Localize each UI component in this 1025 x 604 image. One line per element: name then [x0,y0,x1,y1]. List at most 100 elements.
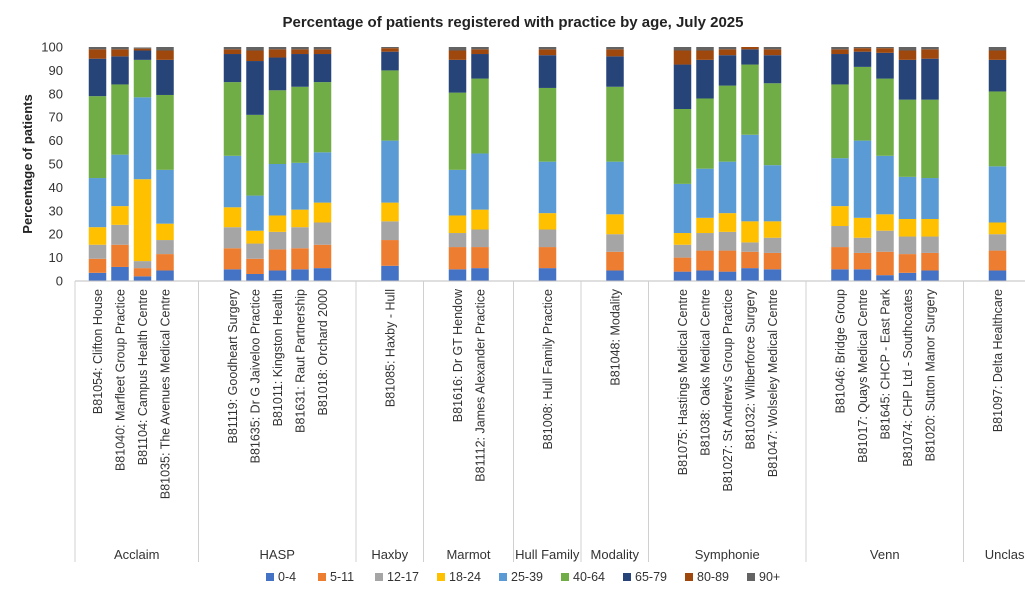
group-label: Marmot [446,547,490,562]
bar-segment [898,59,917,100]
bar-segment [448,215,467,234]
bar-segment [741,64,759,135]
category-label: B81017: Quays Medical Centre [856,289,870,463]
bar-segment [696,47,714,51]
bar-segment [246,258,264,274]
bar-segment [718,250,737,272]
bar-segment [876,214,894,231]
group-label: Hull Family [515,547,580,562]
y-tick-label: 90 [49,63,63,78]
bar-segment [448,50,467,60]
bar-segment [741,49,759,65]
bar-segment [853,51,872,67]
bar-segment [133,59,152,98]
legend-item: 5-11 [318,570,354,584]
bars [88,47,1007,281]
legend-swatch [747,573,755,581]
bar-segment [291,47,309,50]
bar-segment [741,268,759,281]
y-tick-label: 100 [41,40,63,55]
bar-segment [291,227,309,249]
bar-segment [381,202,399,222]
bar-segment [718,85,737,162]
bar-segment [673,50,692,65]
legend-label: 80-89 [697,570,729,584]
bar-segment [831,247,849,270]
bar-segment [921,218,939,237]
legend-swatch [318,573,326,581]
bar-segment [606,214,624,235]
category-label: B81032: Wilberforce Surgery [744,288,758,449]
y-tick-label: 30 [49,203,63,218]
bar-segment [921,236,939,253]
bar-segment [988,234,1007,251]
bar-segment [606,86,624,162]
bar-segment [538,247,557,269]
legend-item: 80-89 [685,570,729,584]
bar-segment [381,265,399,281]
bar-segment [673,257,692,272]
bar-segment [673,233,692,245]
bar-segment [111,49,129,57]
legend-swatch [685,573,693,581]
bar-segment [448,233,467,248]
bar-segment [223,248,242,270]
bar-segment [313,202,332,223]
y-tick-label: 80 [49,86,63,101]
bar-segment [853,47,872,49]
category-label: B81046: Bridge Group [834,289,848,413]
bar-segment [313,222,332,245]
bar-segment [763,221,782,238]
bar-segment [448,247,467,270]
bar-segment [988,166,1007,223]
legend-item: 65-79 [623,570,667,584]
y-tick-label: 50 [49,157,63,172]
bar-segment [673,244,692,258]
category-label: B81011: Kingston Health [271,289,285,426]
bar-segment [313,268,332,281]
y-tick-label: 0 [56,274,63,289]
bar-segment [133,179,152,262]
bar-segment [876,230,894,252]
group-label: Acclaim [114,547,160,562]
bar-segment [381,51,399,71]
legend-swatch [499,573,507,581]
legend-label: 0-4 [278,570,296,584]
bar-segment [988,270,1007,281]
bar-segment [291,86,309,163]
legend-item: 18-24 [437,570,481,584]
bar-segment [718,49,737,56]
bar-segment [448,92,467,170]
bar-segment [268,215,287,232]
bar-segment [831,158,849,207]
category-label: B81075: Hastings Medical Centre [676,289,690,475]
bar-segment [223,47,242,50]
bar-segment [718,161,737,214]
group-label: Haxby [371,547,408,562]
bar-segment [156,223,174,241]
bar-segment [763,49,782,56]
bar-segment [471,247,489,269]
legend-swatch [561,573,569,581]
bar-segment [291,248,309,270]
legend-label: 65-79 [635,570,667,584]
bar-segment [156,240,174,255]
bar-segment [88,49,107,59]
legend-swatch [437,573,445,581]
bar-segment [696,250,714,271]
bar-segment [853,48,872,52]
bar-segment [898,50,917,60]
bar-segment [111,56,129,85]
bar-segment [223,269,242,281]
category-label: B81104: Campus Health Centre [136,289,150,465]
bar-segment [988,47,1007,51]
bar-segment [111,206,129,225]
bar-segment [133,268,152,277]
legend-item: 25-39 [499,570,543,584]
bar-segment [876,52,894,79]
y-tick-label: 40 [49,180,63,195]
bar-segment [718,271,737,281]
category-label: B81018: Orchard 2000 [316,289,330,416]
bar-segment [876,275,894,281]
